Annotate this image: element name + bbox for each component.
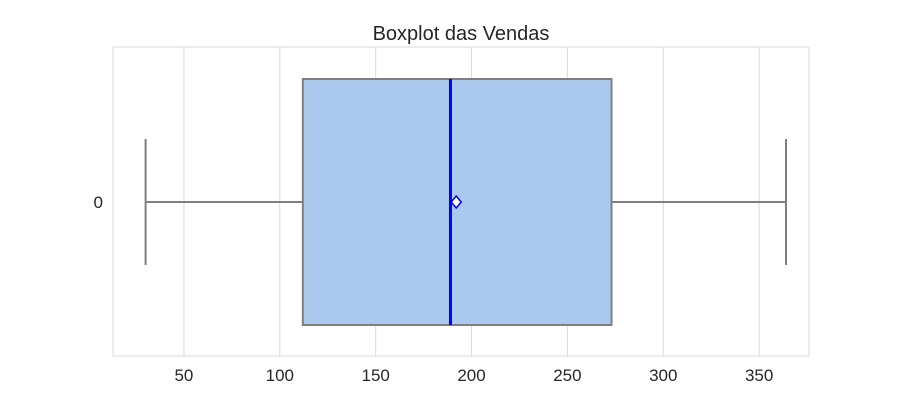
x-tick-label: 200 [457, 366, 485, 385]
x-tick-label: 300 [649, 366, 677, 385]
x-tick-label: 350 [745, 366, 773, 385]
chart-title: Boxplot das Vendas [373, 23, 550, 45]
box-layer [144, 78, 787, 326]
x-tick-label: 150 [361, 366, 389, 385]
x-tick-label: 50 [174, 366, 193, 385]
y-tick-labels: 0 [94, 193, 103, 212]
x-tick-labels: 50 100 150 200 250 300 350 [174, 366, 773, 385]
y-tick-label: 0 [94, 193, 103, 212]
x-tick-label: 250 [553, 366, 581, 385]
mean-marker [450, 194, 463, 210]
x-tick-label: 100 [266, 366, 294, 385]
plot-frame [112, 46, 810, 357]
